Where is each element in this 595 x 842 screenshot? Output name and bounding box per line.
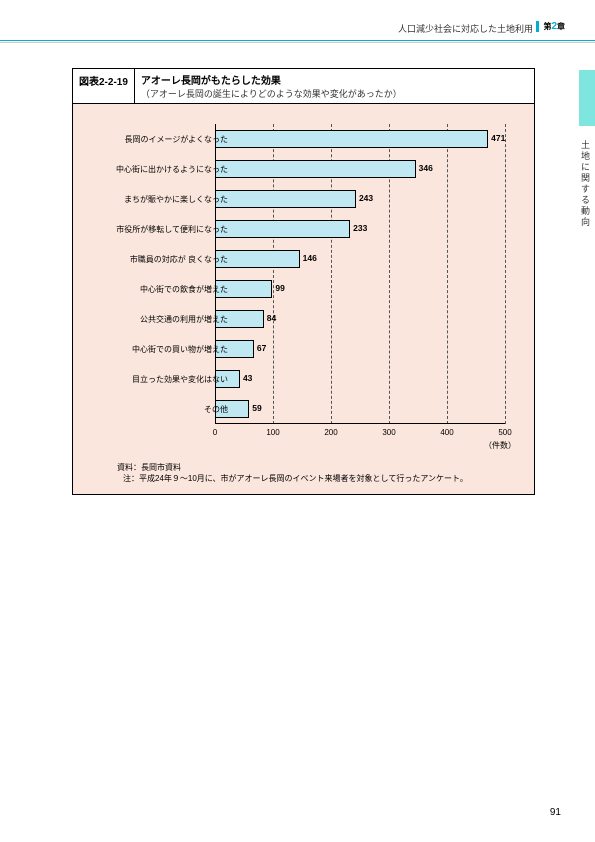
tick-label: 400	[440, 428, 453, 437]
bar-value: 346	[419, 163, 433, 173]
side-tab	[579, 70, 595, 126]
tick-label: 100	[266, 428, 279, 437]
bar-value: 471	[491, 133, 505, 143]
category-label: 公共交通の利用が増えた	[98, 314, 228, 325]
bar-value: 146	[303, 253, 317, 263]
bar-value: 84	[267, 313, 276, 323]
bar-value: 59	[252, 403, 261, 413]
tick-label: 500	[498, 428, 511, 437]
category-label: 目立った効果や変化はない	[98, 374, 228, 385]
divider-cyan	[0, 40, 595, 41]
x-axis-label: （件数）	[484, 440, 516, 451]
bar-value: 67	[257, 343, 266, 353]
category-label: 市職員の対応が 良くなった	[98, 254, 228, 265]
side-text: 土地に関する動向	[579, 140, 592, 228]
bar-value: 233	[353, 223, 367, 233]
category-label: 中心街での飲食が増えた	[98, 284, 228, 295]
bar-value: 99	[275, 283, 284, 293]
tick-label: 300	[382, 428, 395, 437]
category-label: その他	[98, 404, 228, 415]
footnote: 注：平成24年９〜10月に、市がアオーレ長岡のイベント来場者を対象として行ったア…	[123, 473, 522, 484]
header-text: 人口減少社会に対応した土地利用	[398, 22, 533, 35]
figure-title: アオーレ長岡がもたらした効果 （アオーレ長岡の誕生によりどのような効果や変化があ…	[135, 69, 534, 103]
source-note: 資料：長岡市資料	[117, 462, 522, 473]
category-label: 市役所が移転して便利になった	[98, 224, 228, 235]
bar	[215, 160, 416, 178]
category-label: まちが賑やかに楽しくなった	[98, 194, 228, 205]
tick-label: 200	[324, 428, 337, 437]
bar-chart: 471 346 243 233 146 99 84 67 43 59 0 100 200 300 400 50…	[85, 116, 522, 456]
bar	[215, 190, 356, 208]
figure-number: 図表2-2-19	[73, 69, 135, 103]
category-label: 長岡のイメージがよくなった	[98, 134, 228, 145]
page-number: 91	[550, 807, 561, 818]
chapter-label: 第2章	[536, 21, 565, 32]
figure-box: 図表2-2-19 アオーレ長岡がもたらした効果 （アオーレ長岡の誕生によりどのよ…	[72, 68, 535, 495]
divider-gray	[0, 42, 595, 43]
bar	[215, 130, 488, 148]
bar-value: 243	[359, 193, 373, 203]
category-label: 中心街での買い物が増えた	[98, 344, 228, 355]
bar-value: 43	[243, 373, 252, 383]
tick-label: 0	[213, 428, 217, 437]
bar	[215, 220, 350, 238]
category-label: 中心街に出かけるようになった	[98, 164, 228, 175]
